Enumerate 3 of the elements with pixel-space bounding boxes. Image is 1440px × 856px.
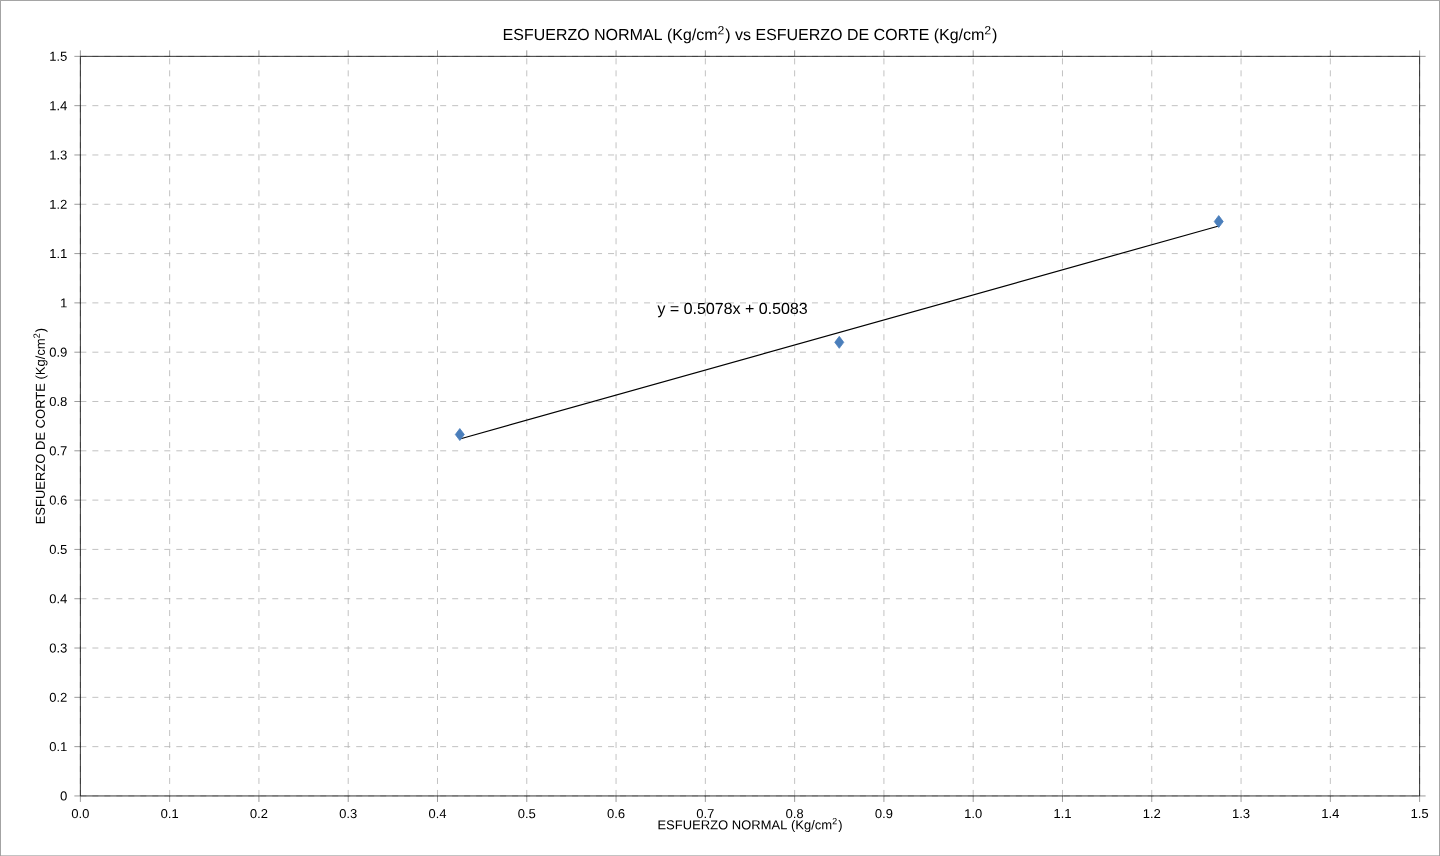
point — [454, 427, 465, 441]
point — [834, 335, 845, 349]
point — [1213, 214, 1224, 228]
